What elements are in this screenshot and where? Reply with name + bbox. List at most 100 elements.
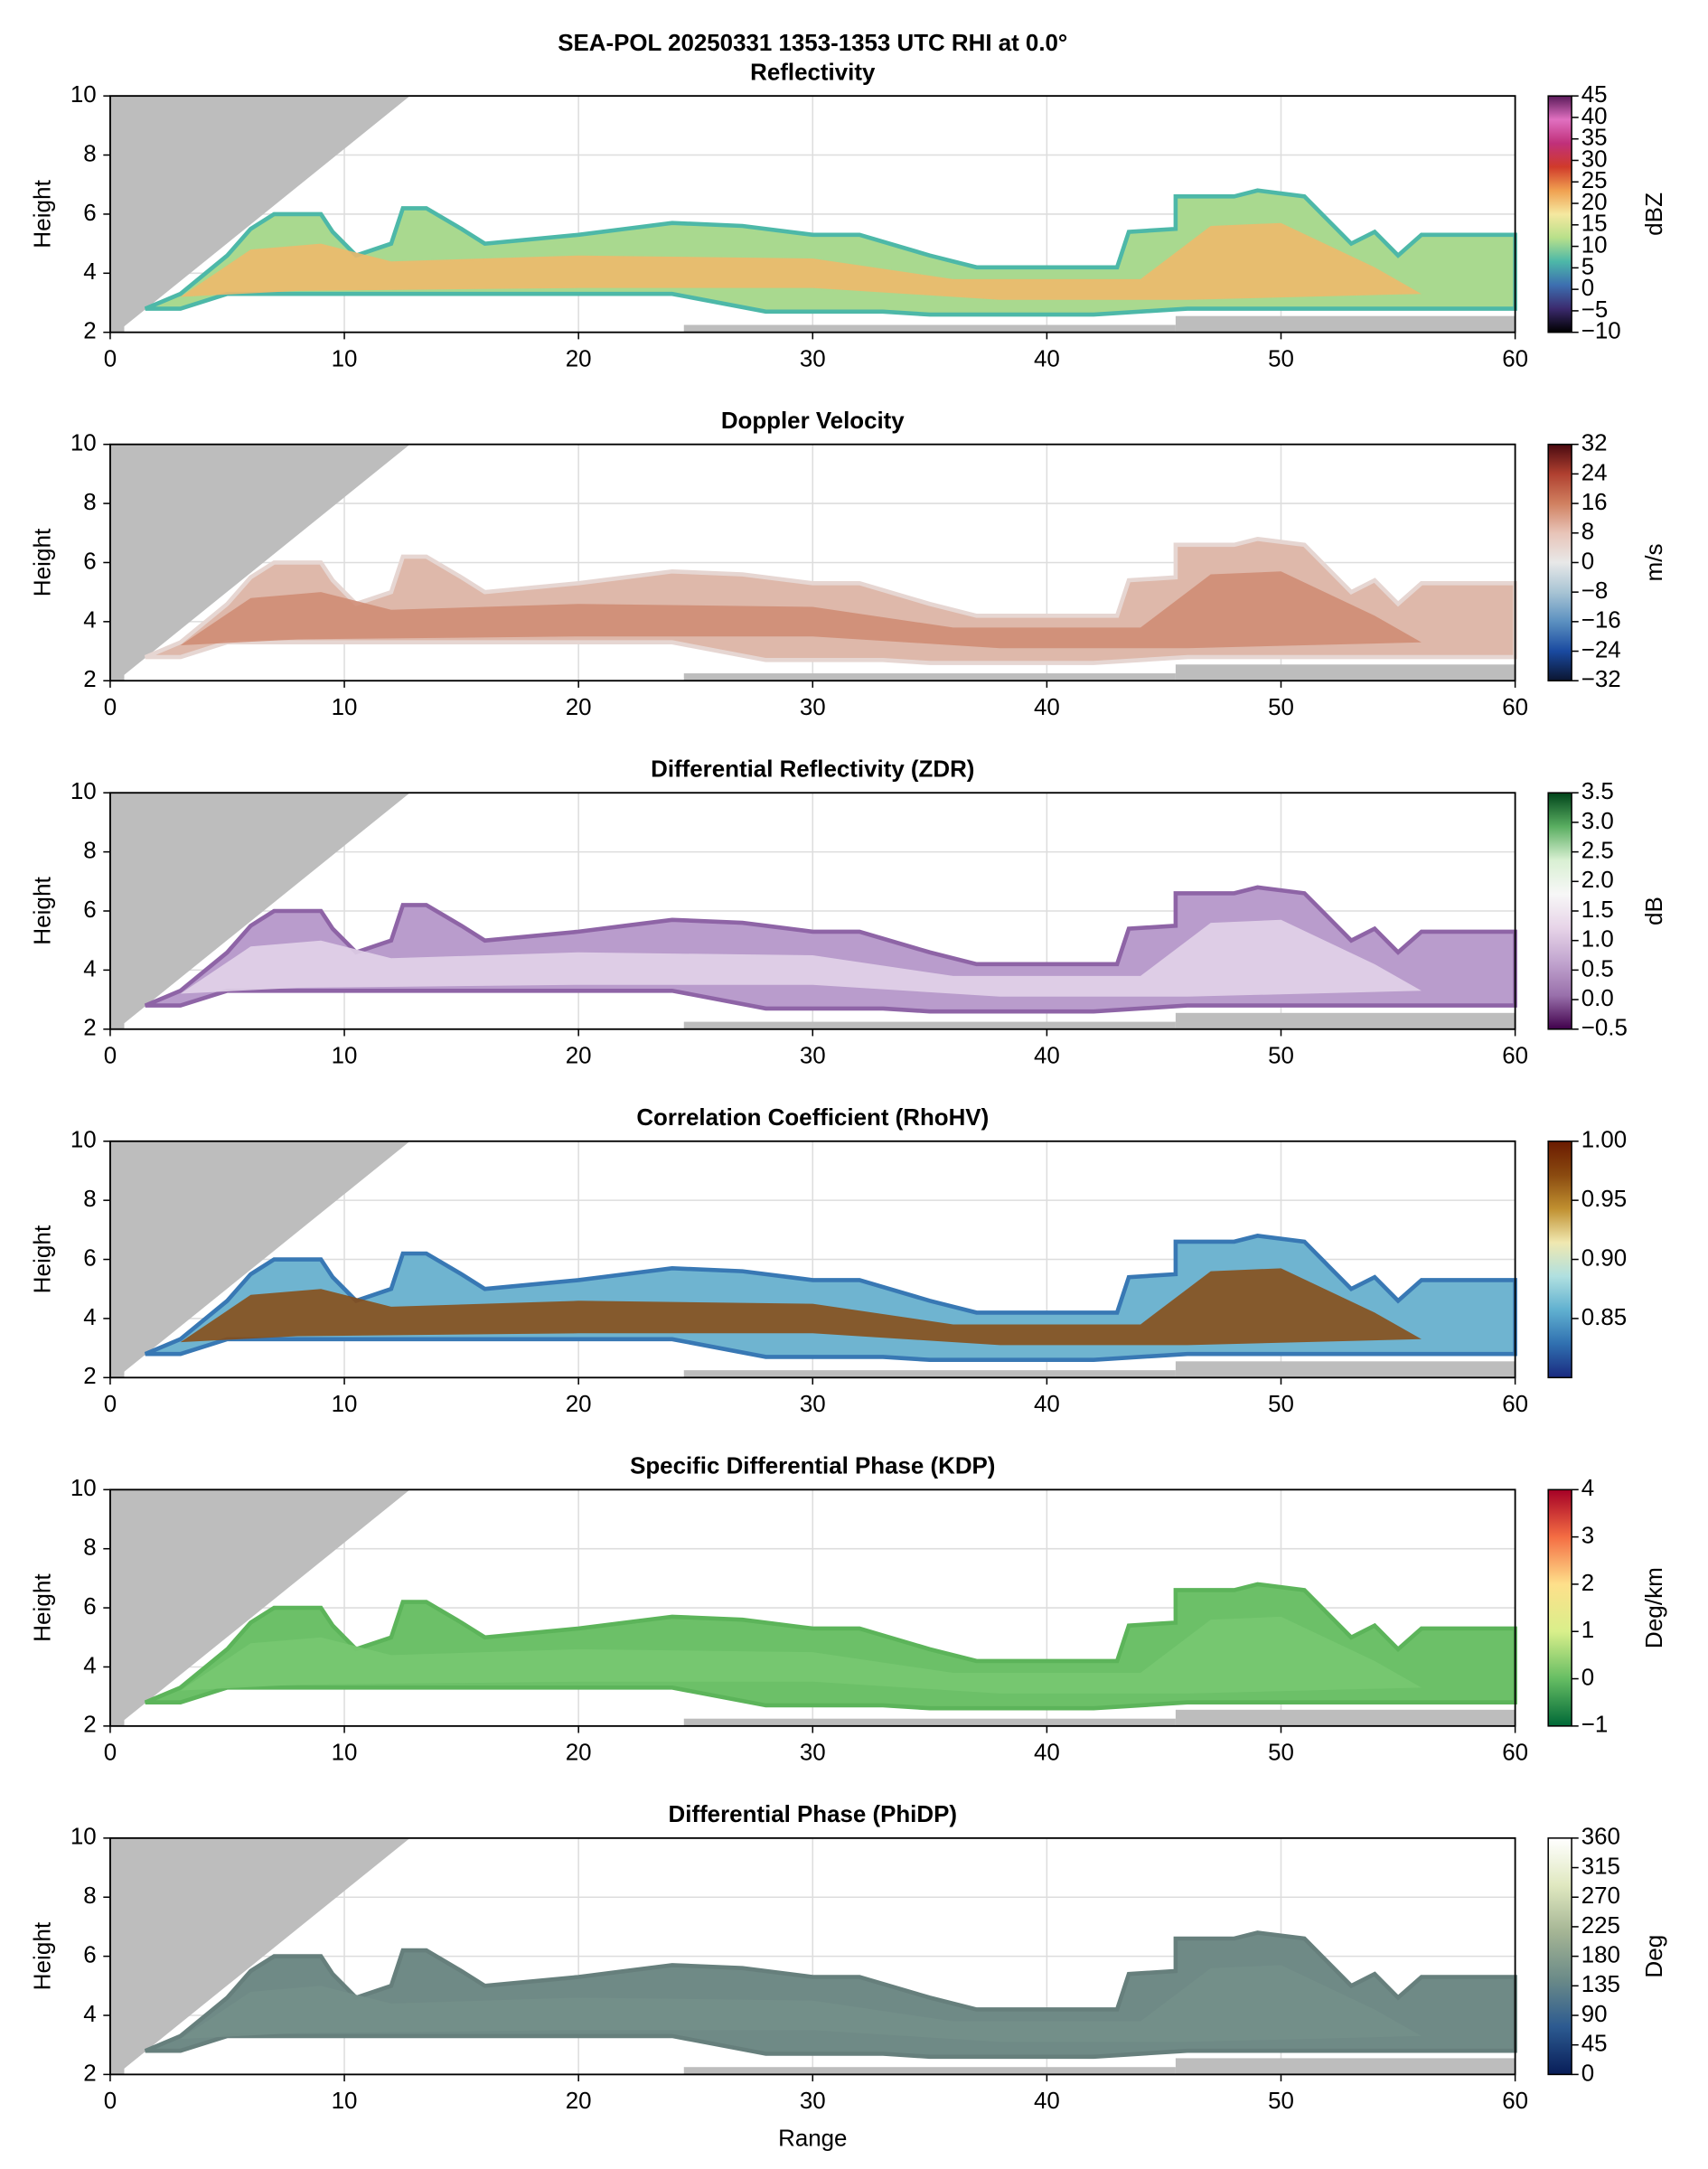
y-tick-label: 6	[83, 547, 96, 574]
surface-mask	[1175, 1709, 1516, 1726]
y-tick-label: 8	[83, 1533, 96, 1560]
colorbar-tick-label: 2.5	[1581, 836, 1614, 863]
x-tick-label: 0	[104, 1390, 117, 1417]
colorbar-label: dB	[1640, 897, 1667, 925]
colorbar-tick-label: 20	[1581, 188, 1608, 215]
colorbar-tick-label: 0.85	[1581, 1303, 1627, 1330]
y-tick-label: 6	[83, 1244, 96, 1271]
surface-mask	[1175, 2058, 1516, 2075]
colorbar	[1547, 443, 1572, 682]
x-tick-label: 50	[1268, 2087, 1294, 2114]
x-tick-label: 10	[332, 1738, 358, 1765]
colorbar-tick-label: 15	[1581, 210, 1608, 237]
colorbar-tick-label: −1	[1581, 1711, 1609, 1738]
y-tick-label: 6	[83, 1592, 96, 1620]
colorbar-tick-label: 1.00	[1581, 1126, 1627, 1153]
y-axis-label: Height	[29, 179, 56, 248]
panel-title: Correlation Coefficient (RhoHV)	[636, 1103, 989, 1131]
y-axis-label: Height	[29, 1573, 56, 1642]
x-tick-label: 0	[104, 2087, 117, 2114]
colorbar-tick-label: −5	[1581, 296, 1609, 323]
plot-frame	[109, 1140, 1516, 1379]
y-tick-label: 10	[70, 1474, 97, 1501]
echo-core	[180, 919, 1422, 997]
surface-mask	[683, 1021, 1176, 1029]
y-tick-label: 6	[83, 1940, 96, 1967]
colorbar-tick-label: 4	[1581, 1474, 1594, 1501]
x-tick-label: 60	[1502, 344, 1528, 371]
x-tick-label: 0	[104, 693, 117, 720]
y-axis-label: Height	[29, 1225, 56, 1293]
colorbar	[1547, 95, 1572, 333]
colorbar-tick-label: 45	[1581, 2029, 1608, 2056]
colorbar-tick-label: 40	[1581, 102, 1608, 129]
colorbar-tick-label: 135	[1581, 1970, 1620, 1997]
colorbar-label: dBZ	[1640, 192, 1667, 236]
colorbar-tick-label: 270	[1581, 1882, 1620, 1909]
y-tick-label: 4	[83, 2000, 96, 2027]
plot-frame	[109, 95, 1516, 333]
colorbar-tick-label: 0	[1581, 1663, 1594, 1690]
echo-core	[180, 571, 1422, 649]
y-axis-label: Height	[29, 1921, 56, 1990]
colorbar-tick-label: 1.5	[1581, 896, 1614, 923]
colorbar-tick-label: 5	[1581, 252, 1594, 279]
y-tick-label: 8	[83, 139, 96, 166]
colorbar-tick-label: −0.5	[1581, 1014, 1628, 1041]
colorbar-tick-label: 0.90	[1581, 1244, 1627, 1271]
y-tick-label: 6	[83, 896, 96, 923]
x-tick-label: 10	[332, 1041, 358, 1068]
y-tick-label: 2	[83, 1362, 96, 1389]
x-tick-label: 60	[1502, 1390, 1528, 1417]
surface-mask	[683, 324, 1176, 333]
colorbar-tick-label: 315	[1581, 1852, 1620, 1879]
x-tick-label: 40	[1034, 693, 1060, 720]
colorbar-tick-label: 90	[1581, 2000, 1608, 2027]
colorbar-tick-label: 2.0	[1581, 866, 1614, 893]
colorbar	[1547, 1140, 1572, 1379]
y-tick-label: 4	[83, 1651, 96, 1678]
x-tick-label: 60	[1502, 693, 1528, 720]
colorbar-tick-label: 180	[1581, 1940, 1620, 1967]
x-tick-label: 20	[566, 2087, 592, 2114]
y-tick-label: 10	[70, 777, 97, 804]
colorbar-label: m/s	[1640, 543, 1667, 581]
colorbar-tick-label: 3.0	[1581, 807, 1614, 834]
colorbar-tick-label: 3.5	[1581, 777, 1614, 804]
y-tick-label: 10	[70, 428, 97, 455]
surface-mask	[683, 673, 1176, 681]
panel-title: Differential Reflectivity (ZDR)	[651, 755, 974, 782]
y-tick-label: 4	[83, 954, 96, 981]
surface-mask	[1175, 1012, 1516, 1029]
x-tick-label: 40	[1034, 1041, 1060, 1068]
x-tick-label: 20	[566, 344, 592, 371]
colorbar-tick-label: 25	[1581, 166, 1608, 193]
surface-mask	[683, 1718, 1176, 1726]
panel-title: Reflectivity	[750, 58, 876, 85]
colorbar-tick-label: 8	[1581, 518, 1594, 545]
beam-blockage	[109, 1141, 410, 1378]
x-axis-label: Range	[778, 2124, 847, 2151]
y-axis-label: Height	[29, 876, 56, 944]
x-tick-label: 20	[566, 693, 592, 720]
x-tick-label: 30	[800, 1738, 826, 1765]
x-tick-label: 20	[566, 1041, 592, 1068]
colorbar-tick-label: −8	[1581, 577, 1609, 604]
panel: Differential Reflectivity (ZDR)0 10 20 30 40…	[29, 755, 1667, 1068]
x-tick-label: 20	[566, 1390, 592, 1417]
colorbar-tick-label: −10	[1581, 316, 1621, 343]
panel-title: Doppler Velocity	[721, 407, 905, 434]
colorbar-tick-label: 0.95	[1581, 1185, 1627, 1212]
x-tick-label: 30	[800, 344, 826, 371]
figure-title: SEA-POL 20250331 1353-1353 UTC RHI at 0.…	[558, 29, 1067, 56]
colorbar-tick-label: 32	[1581, 428, 1608, 455]
colorbar-tick-label: 45	[1581, 80, 1608, 108]
echo-core	[180, 222, 1422, 300]
colorbar	[1547, 1488, 1572, 1727]
panel: Specific Differential Phase (KDP)0 10 20 30…	[29, 1451, 1667, 1765]
echo-core	[180, 1616, 1422, 1694]
colorbar-tick-label: 35	[1581, 124, 1608, 151]
